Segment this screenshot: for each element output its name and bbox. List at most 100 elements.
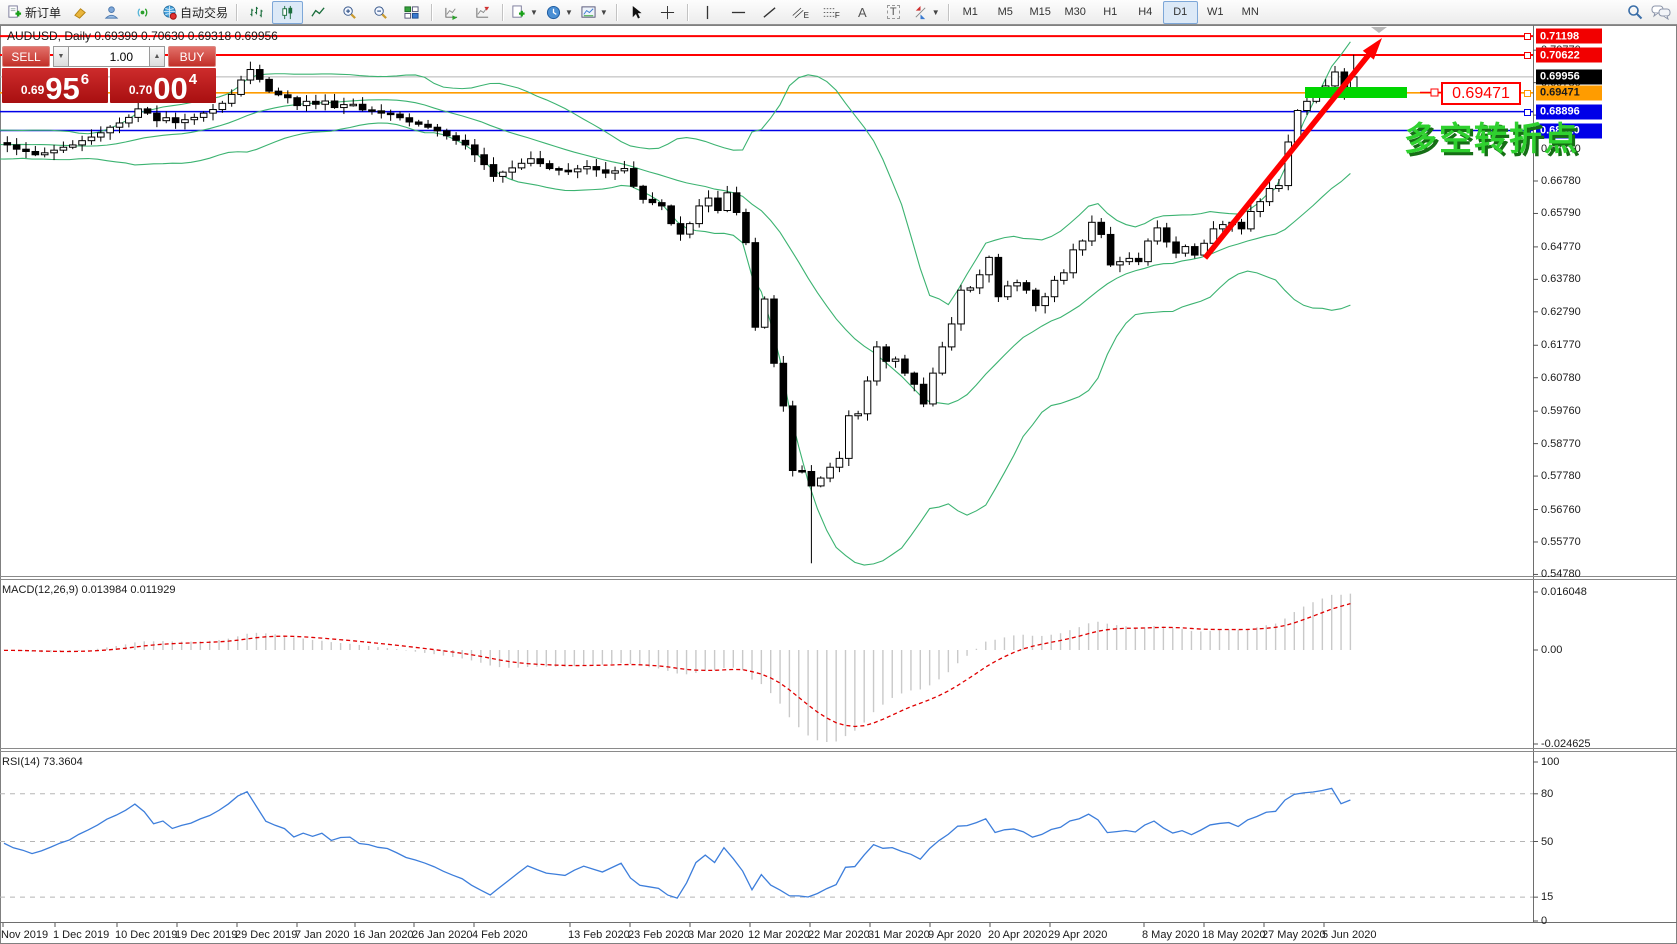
volume-input[interactable]: 1.00 (69, 46, 149, 67)
timeframe-d1[interactable]: D1 (1162, 0, 1198, 24)
macd-values: 0.013984 0.011929 (81, 584, 176, 596)
price-tick-label: 0.57780 (1541, 470, 1581, 483)
auto-scroll-button[interactable] (436, 1, 467, 24)
clock-icon (546, 5, 561, 19)
price-tick-label: 0.65790 (1541, 207, 1581, 220)
horizontal-line-button[interactable] (723, 1, 754, 24)
price-tick-label: 0.56760 (1541, 503, 1581, 516)
date-label: 10 Dec 2019 (115, 929, 178, 941)
buy-price-pip: 4 (188, 71, 198, 88)
bar-chart-icon (250, 6, 263, 17)
separator (431, 3, 433, 21)
main-toolbar: 新订单 自动交易 ▼ ▼ (0, 0, 1677, 25)
tile-windows-button[interactable] (396, 1, 427, 24)
person-icon (104, 5, 119, 19)
rsi-label: RSI(14) 73.3604 (2, 756, 83, 768)
search-icon[interactable] (1627, 4, 1643, 20)
vertical-line-button[interactable] (692, 1, 723, 24)
price-tick-label: 0.66780 (1541, 175, 1581, 187)
line-label-square (1524, 33, 1531, 41)
new-order-label: 新订单 (25, 5, 62, 20)
zoom-out-icon (374, 5, 387, 19)
timeframe-m1[interactable]: M1 (962, 6, 978, 18)
price-tick-label: 0.61770 (1541, 339, 1581, 352)
timeframe-h1[interactable]: H1 (1103, 6, 1118, 18)
rsi-scale-label: 0 (1541, 915, 1548, 927)
price-line-label-0.69956: 0.69956 (1536, 69, 1602, 85)
price-tick-label: 0.67770 (1541, 142, 1581, 155)
equidistant-channel-button[interactable]: E (785, 1, 816, 24)
separator (502, 3, 504, 21)
timeframe-mn[interactable]: MN (1241, 6, 1259, 18)
auto-trading-button[interactable]: 自动交易 (158, 1, 232, 24)
price-tick-label: 0.55770 (1541, 535, 1581, 548)
timeframe-w1[interactable]: W1 (1206, 6, 1224, 18)
signals-button[interactable] (127, 1, 158, 24)
rsi-scale-label: 100 (1541, 756, 1560, 768)
separator (615, 3, 617, 21)
bar-chart-button[interactable] (241, 1, 272, 24)
chat-icon[interactable] (1651, 4, 1671, 20)
rsi-panel[interactable] (0, 753, 1533, 922)
date-label: 31 Mar 2020 (868, 929, 930, 941)
profiles-button[interactable] (65, 1, 96, 24)
line-label-square (1524, 89, 1531, 97)
buy-button[interactable]: BUY (168, 46, 216, 67)
line-label-square (1524, 127, 1531, 135)
price-tick-label: 0.54780 (1541, 568, 1581, 581)
price-tag-0.69471[interactable]: 0.69471 (1441, 82, 1521, 105)
separator (947, 3, 949, 21)
channel-letter: E (803, 10, 809, 20)
date-label: 18 May 2020 (1202, 929, 1266, 941)
zoom-out-button[interactable] (365, 1, 396, 24)
main-chart-area[interactable] (0, 25, 1533, 576)
macd-scale-label: 0.016048 (1541, 586, 1587, 598)
sell-price-panel[interactable]: 0.69 95 6 (2, 68, 108, 104)
cursor-button[interactable] (621, 1, 652, 24)
date-label: 20 Apr 2020 (988, 929, 1048, 941)
new-chart-dropdown[interactable]: ▼ (507, 1, 542, 24)
chart-shift-icon (476, 6, 490, 18)
volume-decrease-button[interactable]: ▼ (53, 46, 69, 67)
timeframe-h4[interactable]: H4 (1138, 6, 1153, 18)
volume-increase-button[interactable]: ▲ (149, 46, 165, 67)
caret-down-icon: ▼ (931, 7, 940, 17)
signal-icon (137, 7, 148, 17)
price-tick-label: 0.63780 (1541, 273, 1581, 286)
label-tool-letter: T (886, 5, 900, 19)
macd-panel[interactable] (0, 581, 1533, 748)
timeframe-m30[interactable]: M30 (1064, 6, 1086, 18)
fibonacci-button[interactable]: F (816, 1, 847, 24)
timeframe-m15[interactable]: M15 (1029, 6, 1051, 18)
date-label: 7 Jan 2020 (295, 929, 350, 941)
turning-point-annotation[interactable]: 多空转折点 (1404, 120, 1579, 157)
new-order-button[interactable]: 新订单 (3, 1, 65, 24)
arrows-dropdown[interactable]: ▼ (909, 1, 944, 24)
crosshair-button[interactable] (652, 1, 683, 24)
date-label: 22 Mar 2020 (808, 929, 870, 941)
candlestick-chart-button[interactable] (272, 0, 304, 24)
chart-shift-button[interactable] (467, 1, 498, 24)
timeframe-m5[interactable]: M5 (997, 6, 1013, 18)
templates-dropdown[interactable]: ▼ (577, 1, 612, 24)
sell-button[interactable]: SELL (2, 46, 50, 67)
periodicity-dropdown[interactable]: ▼ (542, 1, 577, 24)
separator (236, 3, 238, 21)
date-label: 19 Dec 2019 (175, 929, 238, 941)
text-label-button[interactable]: T (878, 1, 909, 24)
zoom-in-button[interactable] (334, 1, 365, 24)
buy-price-panel[interactable]: 0.70 00 4 (110, 68, 216, 104)
date-label: 29 Dec 2019 (235, 929, 298, 941)
line-chart-icon (311, 6, 325, 17)
market-watch-button[interactable] (96, 1, 127, 24)
date-label: 16 Jan 2020 (353, 929, 414, 941)
rsi-scale-label: 15 (1541, 891, 1554, 904)
price-line-label-0.69471: 0.69471 (1536, 85, 1602, 101)
line-label-square (1524, 52, 1531, 60)
line-chart-button[interactable] (303, 1, 334, 24)
vertical-line-icon (706, 5, 708, 19)
text-button[interactable]: A (847, 1, 878, 24)
price-tick-label: 0.62790 (1541, 305, 1581, 318)
trendline-button[interactable] (754, 1, 785, 24)
template-icon (581, 5, 596, 18)
